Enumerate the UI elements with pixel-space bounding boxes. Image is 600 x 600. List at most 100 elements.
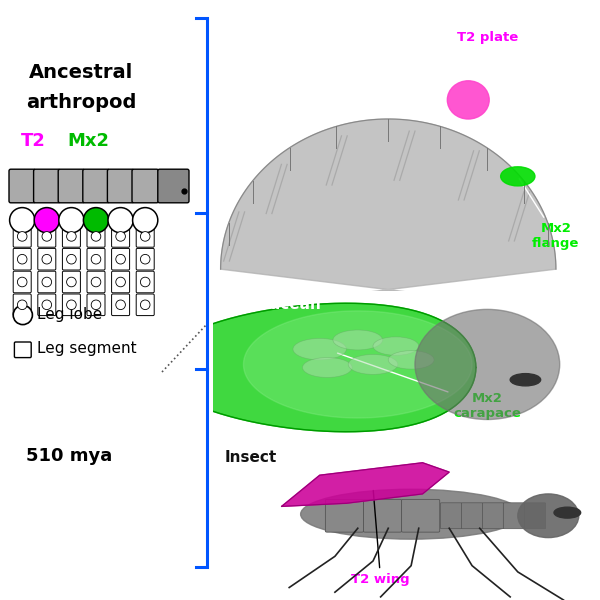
- Text: Mx2
carapace: Mx2 carapace: [338, 353, 521, 420]
- Ellipse shape: [500, 167, 535, 186]
- Polygon shape: [244, 311, 472, 418]
- FancyBboxPatch shape: [38, 226, 56, 247]
- Circle shape: [140, 254, 150, 264]
- FancyBboxPatch shape: [112, 226, 130, 247]
- Circle shape: [116, 232, 125, 241]
- Circle shape: [348, 355, 398, 374]
- Polygon shape: [221, 119, 556, 310]
- Circle shape: [140, 300, 150, 310]
- Circle shape: [67, 254, 76, 264]
- FancyBboxPatch shape: [158, 169, 189, 203]
- Text: T2: T2: [20, 132, 46, 150]
- Circle shape: [293, 338, 346, 360]
- FancyBboxPatch shape: [112, 294, 130, 316]
- FancyBboxPatch shape: [112, 248, 130, 270]
- FancyBboxPatch shape: [503, 503, 524, 529]
- Circle shape: [388, 350, 434, 369]
- Text: Crustacean: Crustacean: [224, 29, 322, 44]
- FancyBboxPatch shape: [62, 271, 80, 293]
- Ellipse shape: [301, 489, 521, 539]
- FancyBboxPatch shape: [87, 294, 105, 316]
- Circle shape: [17, 232, 27, 241]
- Circle shape: [17, 277, 27, 287]
- Polygon shape: [156, 303, 476, 432]
- Circle shape: [333, 330, 383, 350]
- FancyBboxPatch shape: [9, 169, 35, 203]
- FancyBboxPatch shape: [136, 271, 154, 293]
- FancyBboxPatch shape: [38, 294, 56, 316]
- FancyBboxPatch shape: [13, 271, 31, 293]
- Circle shape: [17, 254, 27, 264]
- Text: Mx2
flange: Mx2 flange: [519, 179, 580, 250]
- Circle shape: [108, 208, 133, 233]
- FancyBboxPatch shape: [461, 503, 483, 529]
- Ellipse shape: [415, 310, 560, 419]
- FancyBboxPatch shape: [62, 294, 80, 316]
- Circle shape: [91, 277, 101, 287]
- Circle shape: [67, 232, 76, 241]
- Circle shape: [42, 300, 52, 310]
- Circle shape: [13, 305, 32, 325]
- FancyBboxPatch shape: [401, 499, 440, 532]
- FancyBboxPatch shape: [107, 169, 134, 203]
- FancyBboxPatch shape: [62, 226, 80, 247]
- Ellipse shape: [518, 494, 579, 538]
- FancyBboxPatch shape: [13, 226, 31, 247]
- FancyBboxPatch shape: [524, 503, 545, 529]
- FancyBboxPatch shape: [58, 169, 85, 203]
- FancyBboxPatch shape: [440, 503, 462, 529]
- FancyBboxPatch shape: [87, 248, 105, 270]
- Text: Mx2: Mx2: [68, 132, 110, 150]
- FancyBboxPatch shape: [136, 294, 154, 316]
- FancyBboxPatch shape: [482, 503, 504, 529]
- Circle shape: [510, 374, 541, 386]
- Circle shape: [140, 277, 150, 287]
- Text: 510 mya: 510 mya: [26, 447, 112, 465]
- Circle shape: [116, 300, 125, 310]
- FancyBboxPatch shape: [136, 248, 154, 270]
- FancyBboxPatch shape: [83, 169, 109, 203]
- Circle shape: [83, 208, 109, 233]
- Circle shape: [42, 277, 52, 287]
- Text: Crustacean: Crustacean: [224, 297, 322, 312]
- FancyBboxPatch shape: [364, 499, 401, 532]
- FancyBboxPatch shape: [136, 226, 154, 247]
- FancyBboxPatch shape: [62, 248, 80, 270]
- Text: arthropod: arthropod: [26, 92, 136, 112]
- Circle shape: [34, 208, 59, 233]
- FancyBboxPatch shape: [112, 271, 130, 293]
- FancyBboxPatch shape: [325, 499, 364, 532]
- Text: Leg lobe: Leg lobe: [37, 307, 103, 323]
- FancyBboxPatch shape: [34, 169, 60, 203]
- FancyBboxPatch shape: [38, 271, 56, 293]
- Circle shape: [67, 277, 76, 287]
- Circle shape: [17, 300, 27, 310]
- FancyBboxPatch shape: [38, 248, 56, 270]
- Circle shape: [91, 300, 101, 310]
- Polygon shape: [281, 463, 449, 506]
- Ellipse shape: [448, 81, 489, 119]
- Circle shape: [116, 254, 125, 264]
- Circle shape: [373, 337, 419, 355]
- Circle shape: [42, 232, 52, 241]
- FancyBboxPatch shape: [13, 248, 31, 270]
- Circle shape: [133, 208, 158, 233]
- Circle shape: [91, 254, 101, 264]
- Circle shape: [67, 300, 76, 310]
- Circle shape: [302, 358, 352, 377]
- Circle shape: [116, 277, 125, 287]
- Text: Leg segment: Leg segment: [37, 340, 137, 355]
- Text: Insect: Insect: [224, 450, 277, 465]
- FancyBboxPatch shape: [132, 169, 158, 203]
- FancyBboxPatch shape: [87, 271, 105, 293]
- FancyBboxPatch shape: [87, 226, 105, 247]
- Text: T2 wing: T2 wing: [352, 490, 410, 586]
- Circle shape: [91, 232, 101, 241]
- FancyBboxPatch shape: [13, 294, 31, 316]
- Text: T2 plate: T2 plate: [457, 31, 518, 92]
- Circle shape: [10, 208, 35, 233]
- Circle shape: [554, 507, 581, 518]
- Circle shape: [42, 254, 52, 264]
- Text: Ancestral: Ancestral: [29, 62, 133, 82]
- FancyBboxPatch shape: [14, 342, 31, 358]
